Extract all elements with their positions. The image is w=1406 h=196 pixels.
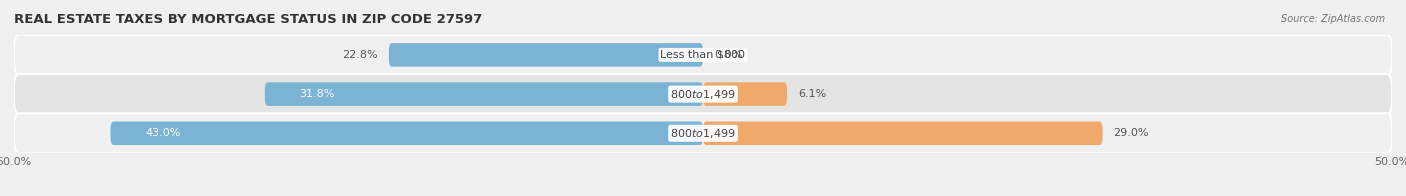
Text: Source: ZipAtlas.com: Source: ZipAtlas.com xyxy=(1281,14,1385,24)
Text: $800 to $1,499: $800 to $1,499 xyxy=(671,127,735,140)
Text: Less than $800: Less than $800 xyxy=(661,50,745,60)
Text: 29.0%: 29.0% xyxy=(1114,128,1149,138)
Text: 0.0%: 0.0% xyxy=(714,50,742,60)
FancyBboxPatch shape xyxy=(703,122,1102,145)
Text: 31.8%: 31.8% xyxy=(299,89,335,99)
Text: 43.0%: 43.0% xyxy=(145,128,180,138)
FancyBboxPatch shape xyxy=(703,82,787,106)
Text: 22.8%: 22.8% xyxy=(342,50,378,60)
FancyBboxPatch shape xyxy=(14,74,1392,114)
FancyBboxPatch shape xyxy=(14,113,1392,153)
Text: $800 to $1,499: $800 to $1,499 xyxy=(671,88,735,101)
FancyBboxPatch shape xyxy=(111,122,703,145)
Text: REAL ESTATE TAXES BY MORTGAGE STATUS IN ZIP CODE 27597: REAL ESTATE TAXES BY MORTGAGE STATUS IN … xyxy=(14,13,482,26)
FancyBboxPatch shape xyxy=(389,43,703,67)
FancyBboxPatch shape xyxy=(14,35,1392,75)
Text: 6.1%: 6.1% xyxy=(799,89,827,99)
FancyBboxPatch shape xyxy=(264,82,703,106)
